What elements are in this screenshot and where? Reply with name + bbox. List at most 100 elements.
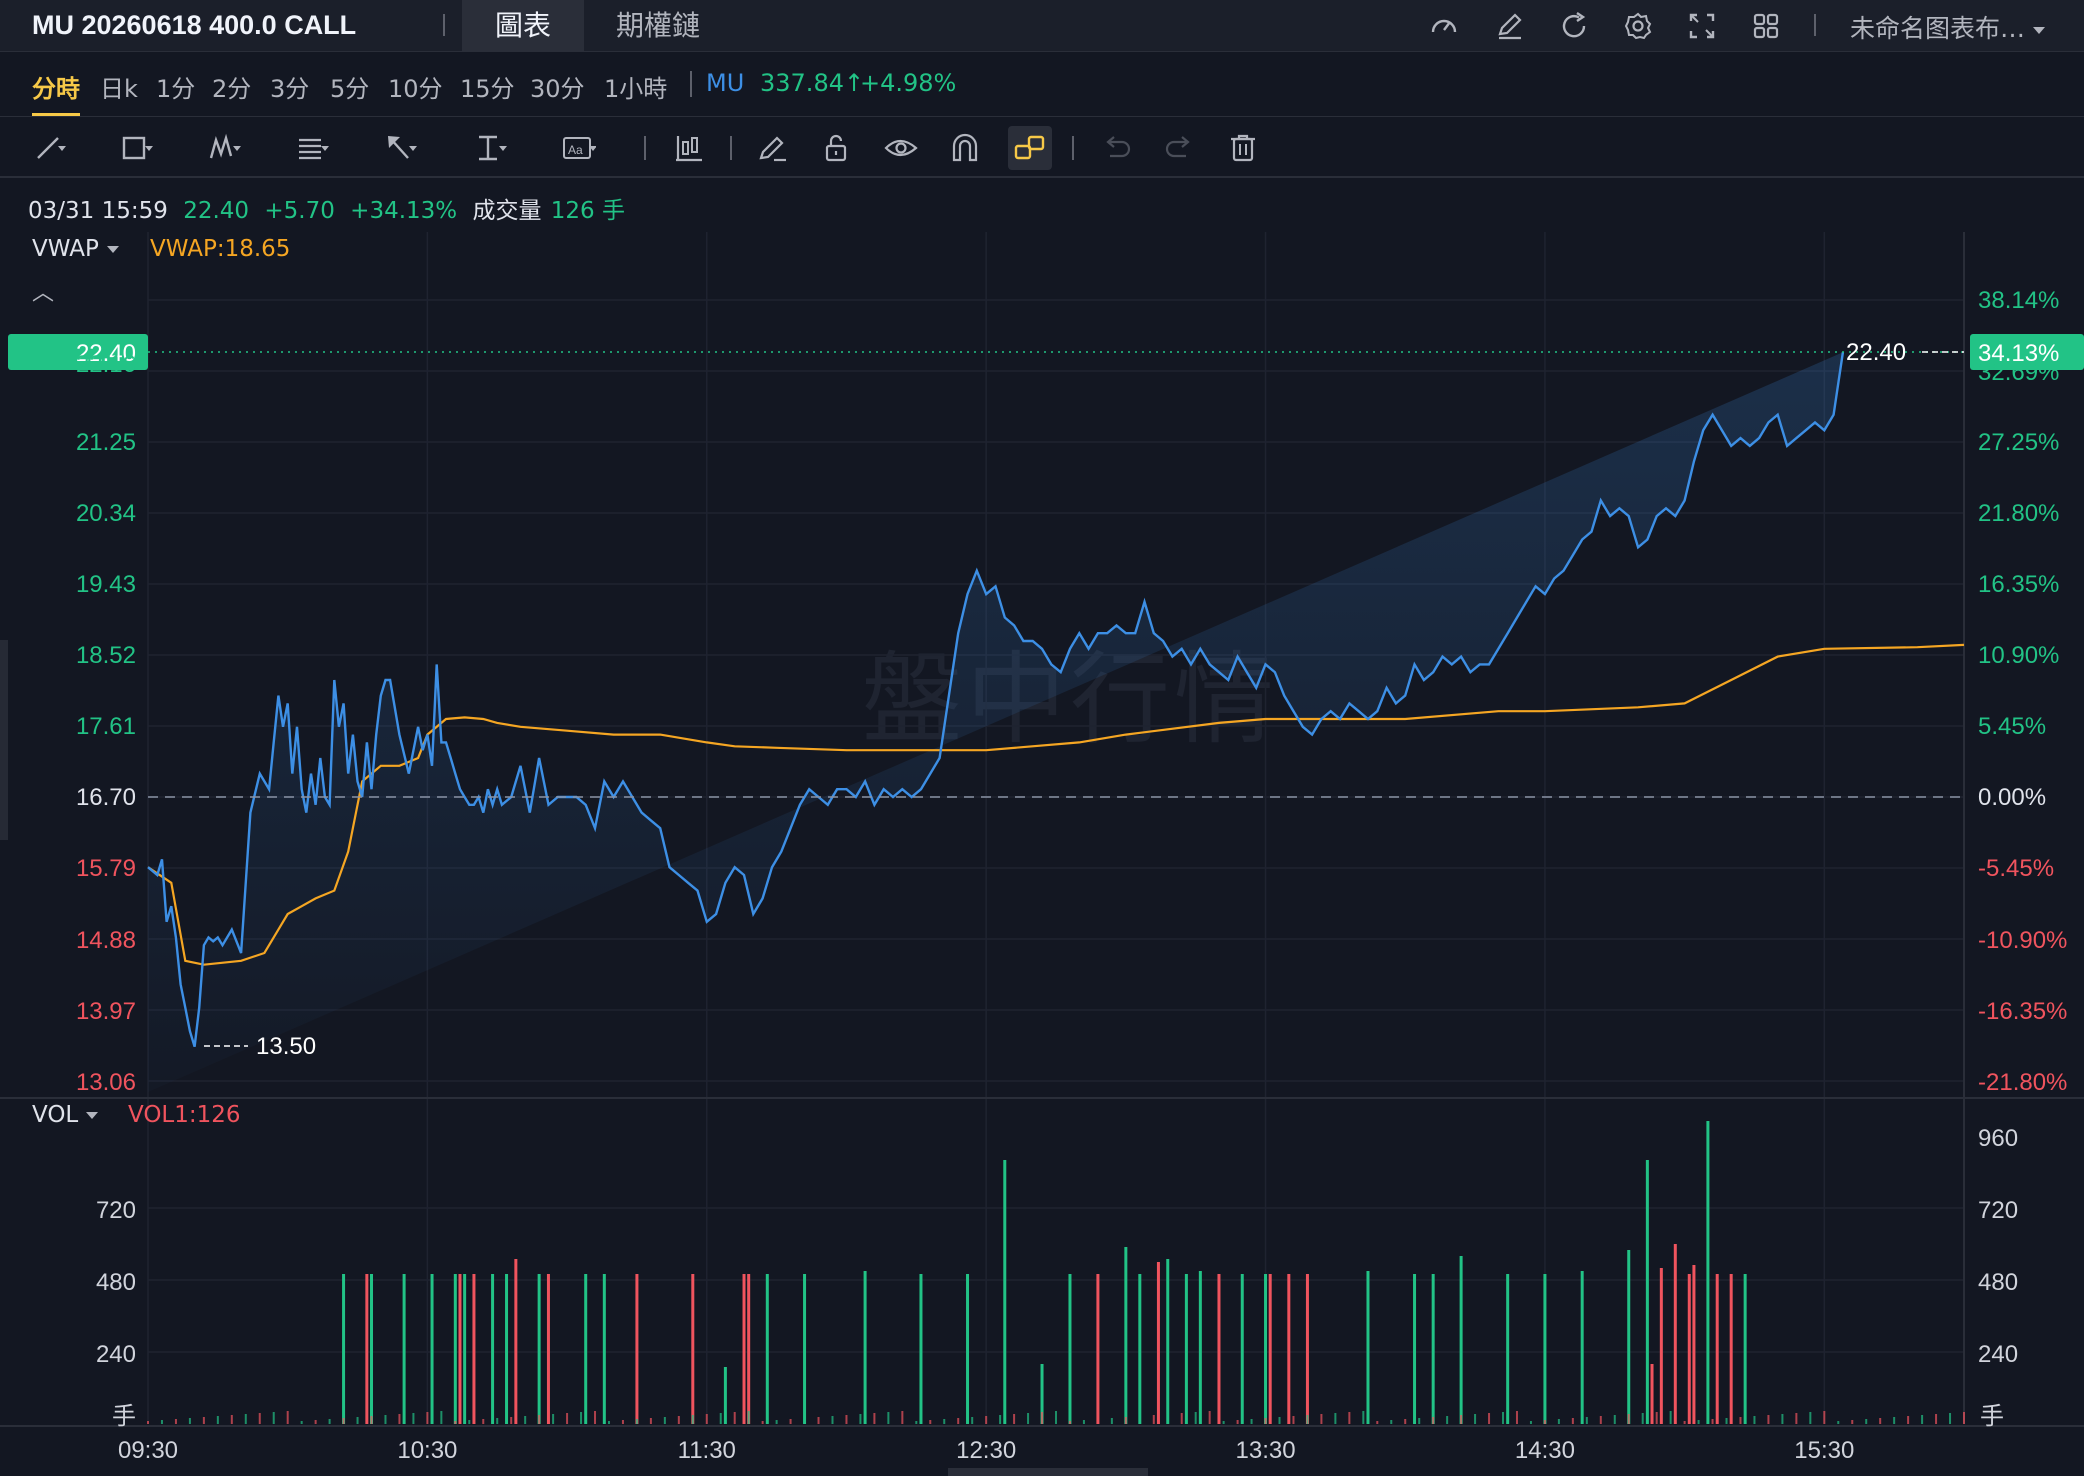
volume-bar xyxy=(649,1418,652,1424)
timeframe-intraday[interactable]: 分時 xyxy=(32,69,80,116)
pattern-icon[interactable] xyxy=(208,132,242,164)
collapse-chevron-icon[interactable]: ︿ xyxy=(32,281,54,306)
price-axis-label: 21.25 xyxy=(76,429,136,456)
volume-bar xyxy=(342,1418,345,1424)
bottom-panel-handle[interactable] xyxy=(948,1468,1148,1476)
lock-icon[interactable] xyxy=(820,132,854,164)
pct-axis-label: 38.14% xyxy=(1978,287,2059,314)
volume-bar xyxy=(1320,1414,1323,1424)
text-icon[interactable]: Aa xyxy=(562,132,596,164)
volume-bar xyxy=(915,1421,918,1424)
volume-bar xyxy=(1460,1415,1463,1424)
volume-bar xyxy=(1268,1274,1272,1424)
volume-bar xyxy=(538,1415,541,1424)
undo-icon[interactable] xyxy=(1100,132,1134,164)
volume-bar xyxy=(901,1411,904,1424)
volume-bar xyxy=(1543,1420,1546,1424)
grid-layout-icon[interactable] xyxy=(1750,10,1782,42)
vol-unit-left: 手 xyxy=(112,1403,136,1430)
vwap-value: VWAP:18.65 xyxy=(150,236,291,262)
volume-bar xyxy=(1557,1419,1560,1424)
volume-bar xyxy=(1264,1418,1267,1424)
trash-icon[interactable] xyxy=(1226,132,1260,164)
volume-bar xyxy=(1706,1121,1710,1424)
underlying-symbol[interactable]: MU xyxy=(706,69,745,97)
timeframe-5m[interactable]: 5分 xyxy=(330,75,370,103)
volume-bar xyxy=(1124,1417,1127,1424)
volume-bar xyxy=(463,1274,467,1424)
volume-bar xyxy=(723,1367,727,1424)
volume-bar xyxy=(1683,1421,1686,1424)
vol-indicator-selector[interactable]: VOL xyxy=(32,1102,99,1128)
pencil-icon[interactable] xyxy=(1494,10,1526,42)
top-header: MU 20260618 400.0 CALL 圖表 期權鏈 未命名图表布… xyxy=(0,0,2084,52)
volume-bar xyxy=(1432,1417,1435,1424)
info-pct: +34.13% xyxy=(350,198,458,224)
volume-bar xyxy=(468,1420,471,1424)
link-icon[interactable] xyxy=(1013,132,1047,164)
vol-value: VOL1:126 xyxy=(128,1102,241,1128)
divider xyxy=(644,136,646,160)
volume-bar xyxy=(174,1419,177,1424)
redo-icon[interactable] xyxy=(1162,132,1196,164)
volume-bar xyxy=(505,1274,509,1424)
volume-bar xyxy=(1809,1412,1812,1424)
vol-axis-label: 720 xyxy=(1978,1197,2018,1224)
current-pct-badge-text: 34.13% xyxy=(1978,340,2059,367)
pct-axis-label: -10.90% xyxy=(1978,927,2067,954)
timeframe-30m[interactable]: 30分 xyxy=(530,75,585,103)
arrow-icon[interactable] xyxy=(384,132,418,164)
volume-bar xyxy=(602,1274,606,1424)
volume-bar xyxy=(1459,1256,1463,1424)
volume-bar xyxy=(691,1415,694,1424)
pct-axis-label: 16.35% xyxy=(1978,571,2059,598)
volume-bar xyxy=(1124,1247,1128,1424)
volume-bar xyxy=(1366,1271,1370,1424)
volume-bar xyxy=(742,1274,746,1424)
timeframe-1h[interactable]: 1小時 xyxy=(604,75,668,103)
tab-chart[interactable]: 圖表 xyxy=(462,0,584,52)
fullscreen-icon[interactable] xyxy=(1686,10,1718,42)
rectangle-icon[interactable] xyxy=(120,132,154,164)
timeframe-1m[interactable]: 1分 xyxy=(156,75,196,103)
layout-selector[interactable]: 未命名图表布… xyxy=(1850,9,2046,45)
volume-bar xyxy=(430,1274,434,1424)
volume-bar xyxy=(453,1274,457,1424)
volume-bar xyxy=(402,1274,406,1424)
vwap-indicator-selector[interactable]: VWAP xyxy=(32,236,119,262)
tab-option-chain[interactable]: 期權鏈 xyxy=(615,9,700,42)
fib-icon[interactable] xyxy=(296,132,330,164)
volume-bar xyxy=(1907,1416,1910,1424)
gear-icon[interactable] xyxy=(1622,10,1654,42)
volume-bar xyxy=(1543,1274,1547,1424)
time-axis-label: 10:30 xyxy=(397,1437,457,1464)
left-panel-handle[interactable] xyxy=(0,640,8,840)
pct-axis-label: -16.35% xyxy=(1978,998,2067,1025)
volume-bar xyxy=(1851,1420,1854,1424)
timeframe-10m[interactable]: 10分 xyxy=(388,75,443,103)
timeframe-2m[interactable]: 2分 xyxy=(212,75,252,103)
volume-bar xyxy=(1250,1419,1253,1424)
volume-bar xyxy=(342,1274,346,1424)
magnet-icon[interactable] xyxy=(948,132,982,164)
volume-bar xyxy=(398,1414,401,1424)
volume-bar xyxy=(1515,1411,1518,1424)
price-axis-label: 13.97 xyxy=(76,998,136,1025)
brush-icon[interactable] xyxy=(756,132,790,164)
time-axis-label: 13:30 xyxy=(1236,1437,1296,1464)
gauge-icon[interactable] xyxy=(1428,10,1460,42)
timeframe-daily[interactable]: 日k xyxy=(100,75,138,103)
volume-bar xyxy=(765,1274,769,1424)
measure-icon[interactable] xyxy=(474,132,508,164)
refresh-icon[interactable] xyxy=(1558,10,1590,42)
volume-bar xyxy=(971,1417,974,1424)
indicator-icon[interactable] xyxy=(672,132,706,164)
timeframe-3m[interactable]: 3分 xyxy=(270,75,310,103)
timeframe-15m[interactable]: 15分 xyxy=(460,75,515,103)
volume-bar xyxy=(719,1413,722,1424)
volume-bar xyxy=(1529,1421,1532,1424)
trend-line-icon[interactable] xyxy=(34,132,68,164)
volume-bar xyxy=(258,1413,261,1424)
eye-icon[interactable] xyxy=(884,132,918,164)
